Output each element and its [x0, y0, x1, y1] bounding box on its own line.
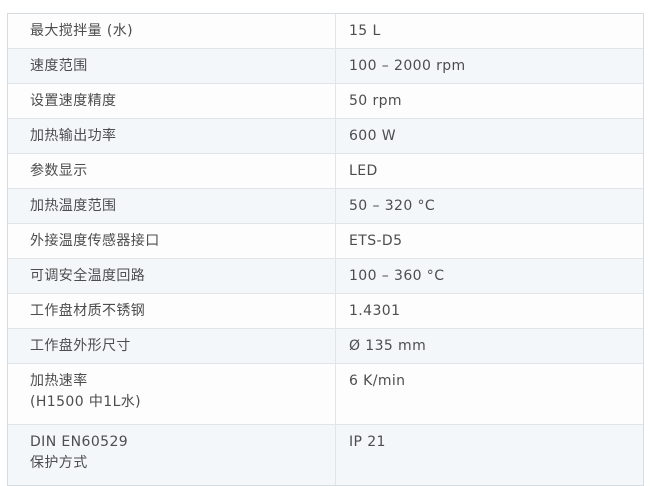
spec-label-text: 加热速率	[30, 373, 88, 389]
spec-row: 工作盘材质不锈钢 1.4301	[8, 293, 643, 328]
spec-label: 工作盘材质不锈钢	[8, 294, 336, 328]
spec-value: 100 – 360 °C	[349, 268, 445, 284]
spec-label-text: 速度范围	[30, 58, 88, 74]
spec-table: 最大搅拌量 (水) 15 L 速度范围 100 – 2000 rpm 设置速度精…	[7, 13, 644, 486]
spec-value: 50 rpm	[349, 93, 402, 109]
spec-label: 参数显示	[8, 154, 336, 188]
spec-label: 外接温度传感器接口	[8, 224, 336, 258]
spec-label-text-line2: (H1500 中1L水)	[30, 394, 142, 410]
spec-value: IP 21	[349, 434, 386, 450]
spec-row: DIN EN60529 保护方式 IP 21	[8, 424, 643, 485]
spec-label: 加热输出功率	[8, 119, 336, 153]
spec-label: 加热速率 (H1500 中1L水)	[8, 364, 336, 424]
spec-row: 参数显示 LED	[8, 153, 643, 188]
spec-label: DIN EN60529 保护方式	[8, 425, 336, 485]
spec-row: 加热速率 (H1500 中1L水) 6 K/min	[8, 363, 643, 424]
spec-row: 可调安全温度回路 100 – 360 °C	[8, 258, 643, 293]
spec-label-text: 设置速度精度	[30, 93, 117, 109]
spec-row: 工作盘外形尺寸 Ø 135 mm	[8, 328, 643, 363]
spec-label-text: DIN EN60529	[30, 434, 129, 450]
spec-label-text-line2: 保护方式	[30, 455, 88, 471]
spec-row: 加热温度范围 50 – 320 °C	[8, 188, 643, 223]
spec-label: 设置速度精度	[8, 84, 336, 118]
spec-label-text: 工作盘材质不锈钢	[30, 303, 146, 319]
spec-row: 加热输出功率 600 W	[8, 118, 643, 153]
spec-label-text: 加热温度范围	[30, 198, 117, 214]
spec-value: 1.4301	[349, 303, 401, 319]
spec-row: 最大搅拌量 (水) 15 L	[8, 14, 643, 48]
spec-label-text: 外接温度传感器接口	[30, 233, 160, 249]
spec-label: 最大搅拌量 (水)	[8, 14, 336, 48]
spec-value: Ø 135 mm	[349, 338, 427, 354]
spec-value: 6 K/min	[349, 373, 406, 389]
spec-label-text: 参数显示	[30, 163, 88, 179]
spec-row: 外接温度传感器接口 ETS-D5	[8, 223, 643, 258]
spec-value: LED	[349, 163, 378, 179]
spec-value: 100 – 2000 rpm	[349, 58, 466, 74]
spec-value: 600 W	[349, 128, 397, 144]
spec-value: ETS-D5	[349, 233, 403, 249]
spec-label: 加热温度范围	[8, 189, 336, 223]
spec-label: 可调安全温度回路	[8, 259, 336, 293]
spec-label-text: 最大搅拌量 (水)	[30, 23, 133, 39]
spec-label-text: 加热输出功率	[30, 128, 117, 144]
spec-value: 50 – 320 °C	[349, 198, 436, 214]
spec-label: 速度范围	[8, 49, 336, 83]
spec-label: 工作盘外形尺寸	[8, 329, 336, 363]
spec-value: 15 L	[349, 23, 381, 39]
spec-label-text: 工作盘外形尺寸	[30, 338, 131, 354]
spec-row: 速度范围 100 – 2000 rpm	[8, 48, 643, 83]
spec-row: 设置速度精度 50 rpm	[8, 83, 643, 118]
spec-label-text: 可调安全温度回路	[30, 268, 146, 284]
